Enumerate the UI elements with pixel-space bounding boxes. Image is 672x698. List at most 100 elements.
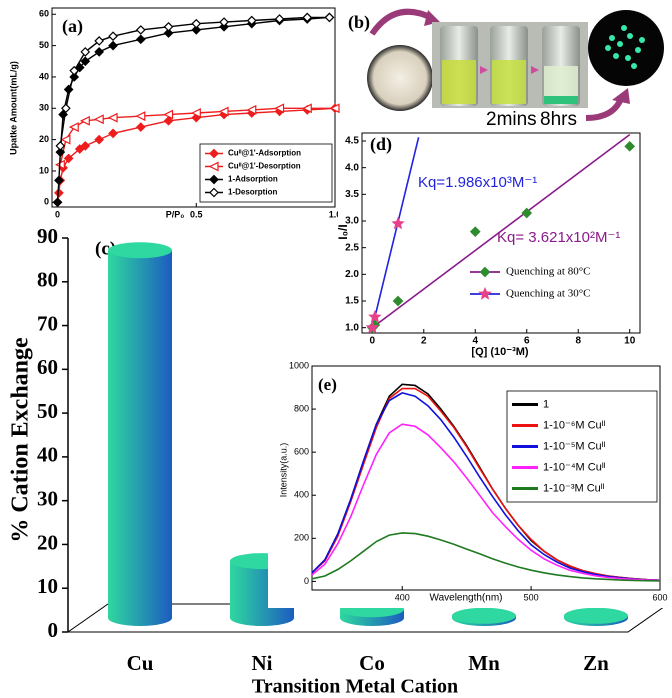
x-axis-label: [Q] (10⁻³M) bbox=[471, 346, 528, 358]
y-tick-label: 70 bbox=[37, 311, 58, 335]
x-axis-label: Wavelength(nm) bbox=[430, 593, 503, 604]
vial-crystals bbox=[544, 96, 578, 104]
marker bbox=[108, 128, 118, 139]
marker bbox=[302, 12, 313, 23]
y-tick-label: 60 bbox=[37, 355, 58, 379]
x-tick-label: 2 bbox=[421, 336, 427, 347]
legend-label: 1-10⁻³M Cuᴵᴵ bbox=[543, 482, 605, 494]
marker bbox=[301, 103, 312, 114]
y-tick-label: 50 bbox=[37, 399, 58, 423]
y-axis-label: Intensity(a.u.) bbox=[278, 443, 288, 498]
marker bbox=[219, 17, 229, 27]
marker bbox=[392, 295, 404, 307]
marker bbox=[190, 108, 201, 118]
legend-label: 1 bbox=[543, 398, 549, 410]
crystal bbox=[617, 41, 623, 47]
marker bbox=[209, 187, 219, 198]
x-tick-label: 600 bbox=[652, 592, 667, 602]
marker bbox=[60, 134, 71, 145]
marker bbox=[191, 25, 202, 35]
y-tick-label: 200 bbox=[294, 533, 309, 543]
legend-label: 1-10⁻⁴M Cuᴵᴵ bbox=[543, 461, 606, 473]
marker bbox=[274, 14, 285, 24]
series-line bbox=[56, 16, 330, 203]
legend-label: 1-10⁻⁶M Cuᴵᴵ bbox=[543, 419, 605, 431]
marker bbox=[209, 174, 219, 185]
y-tick-label: 400 bbox=[294, 490, 309, 500]
x-tick-label: 8 bbox=[575, 336, 581, 347]
legend-label: 1-10⁻⁵M Cuᴵᴵ bbox=[543, 440, 606, 452]
y-tick-label: 10 bbox=[37, 574, 58, 598]
y-tick-label: 800 bbox=[294, 403, 309, 413]
marker bbox=[246, 104, 257, 115]
y-tick-label: 10 bbox=[39, 165, 49, 175]
x-tick-label: Ni bbox=[252, 651, 273, 675]
x-tick-label: 1.0 bbox=[329, 209, 342, 219]
bar bbox=[108, 250, 172, 626]
crystal bbox=[605, 45, 611, 51]
photo-panel: (b) 2mins 8hrs bbox=[348, 8, 664, 130]
marker bbox=[163, 21, 174, 32]
series-line bbox=[311, 423, 661, 582]
marker bbox=[163, 115, 174, 126]
x-tick-label: 400 bbox=[395, 592, 410, 602]
marker bbox=[94, 36, 105, 46]
marker bbox=[324, 12, 335, 23]
x-tick-label: 0 bbox=[55, 209, 60, 219]
crystal bbox=[639, 37, 645, 43]
y-tick-label: 0 bbox=[48, 618, 59, 642]
y-tick-label: 3.0 bbox=[345, 216, 359, 227]
marker bbox=[63, 153, 74, 164]
y-tick-label: 4.5 bbox=[345, 136, 359, 147]
arrow bbox=[531, 66, 539, 74]
marker bbox=[80, 56, 91, 67]
y-tick-label: 0 bbox=[44, 197, 49, 207]
marker bbox=[94, 134, 105, 145]
marker bbox=[218, 106, 229, 117]
legend-label: Cuᴵᴵ@1'-Adsorption bbox=[228, 149, 301, 158]
x-tick-label: 500 bbox=[524, 592, 539, 602]
marker bbox=[135, 25, 146, 35]
marker bbox=[55, 147, 66, 158]
y-tick-label: 20 bbox=[39, 134, 49, 144]
x-tick-label: Co bbox=[359, 651, 385, 675]
y-tick-label: 30 bbox=[39, 103, 49, 113]
y-tick-label: 1.0 bbox=[345, 322, 359, 333]
y-tick-label: 4.0 bbox=[345, 162, 359, 173]
y-tick-label: 40 bbox=[39, 71, 49, 81]
panel-label: (b) bbox=[348, 12, 370, 33]
marker bbox=[69, 65, 80, 76]
annotation: Kq=1.986x10³M⁻¹ bbox=[418, 174, 537, 191]
crystal bbox=[625, 55, 631, 61]
crystal bbox=[635, 47, 641, 53]
arrow bbox=[480, 66, 488, 74]
arrow bbox=[369, 8, 434, 36]
bar-top bbox=[452, 607, 516, 624]
y-tick-label: 0 bbox=[304, 576, 309, 586]
x-tick-label: Mn bbox=[468, 651, 500, 675]
x-tick-label: Zn bbox=[583, 651, 609, 675]
panel-background bbox=[338, 128, 672, 360]
marker bbox=[521, 207, 533, 219]
x-tick-label: 0 bbox=[370, 336, 376, 347]
panel-label: (d) bbox=[370, 134, 392, 155]
vial-liquid bbox=[442, 60, 476, 104]
marker bbox=[55, 141, 66, 151]
legend-label: Quenching at 30°C bbox=[506, 288, 590, 300]
y-tick-label: 1000 bbox=[289, 360, 309, 370]
y-tick-label: 50 bbox=[39, 40, 49, 50]
bar-top bbox=[564, 607, 628, 624]
marker bbox=[79, 115, 90, 126]
y-tick-label: 30 bbox=[37, 486, 58, 510]
marker bbox=[94, 47, 105, 57]
y-tick-label: 2.5 bbox=[345, 242, 359, 253]
legend-label: 1-Desorption bbox=[228, 188, 277, 197]
y-tick-label: 600 bbox=[294, 447, 309, 457]
fit-line bbox=[371, 137, 420, 328]
y-tick-label: 1.5 bbox=[345, 296, 359, 307]
marker bbox=[80, 141, 91, 151]
panel-label: (a) bbox=[62, 16, 83, 37]
marker bbox=[108, 40, 118, 51]
